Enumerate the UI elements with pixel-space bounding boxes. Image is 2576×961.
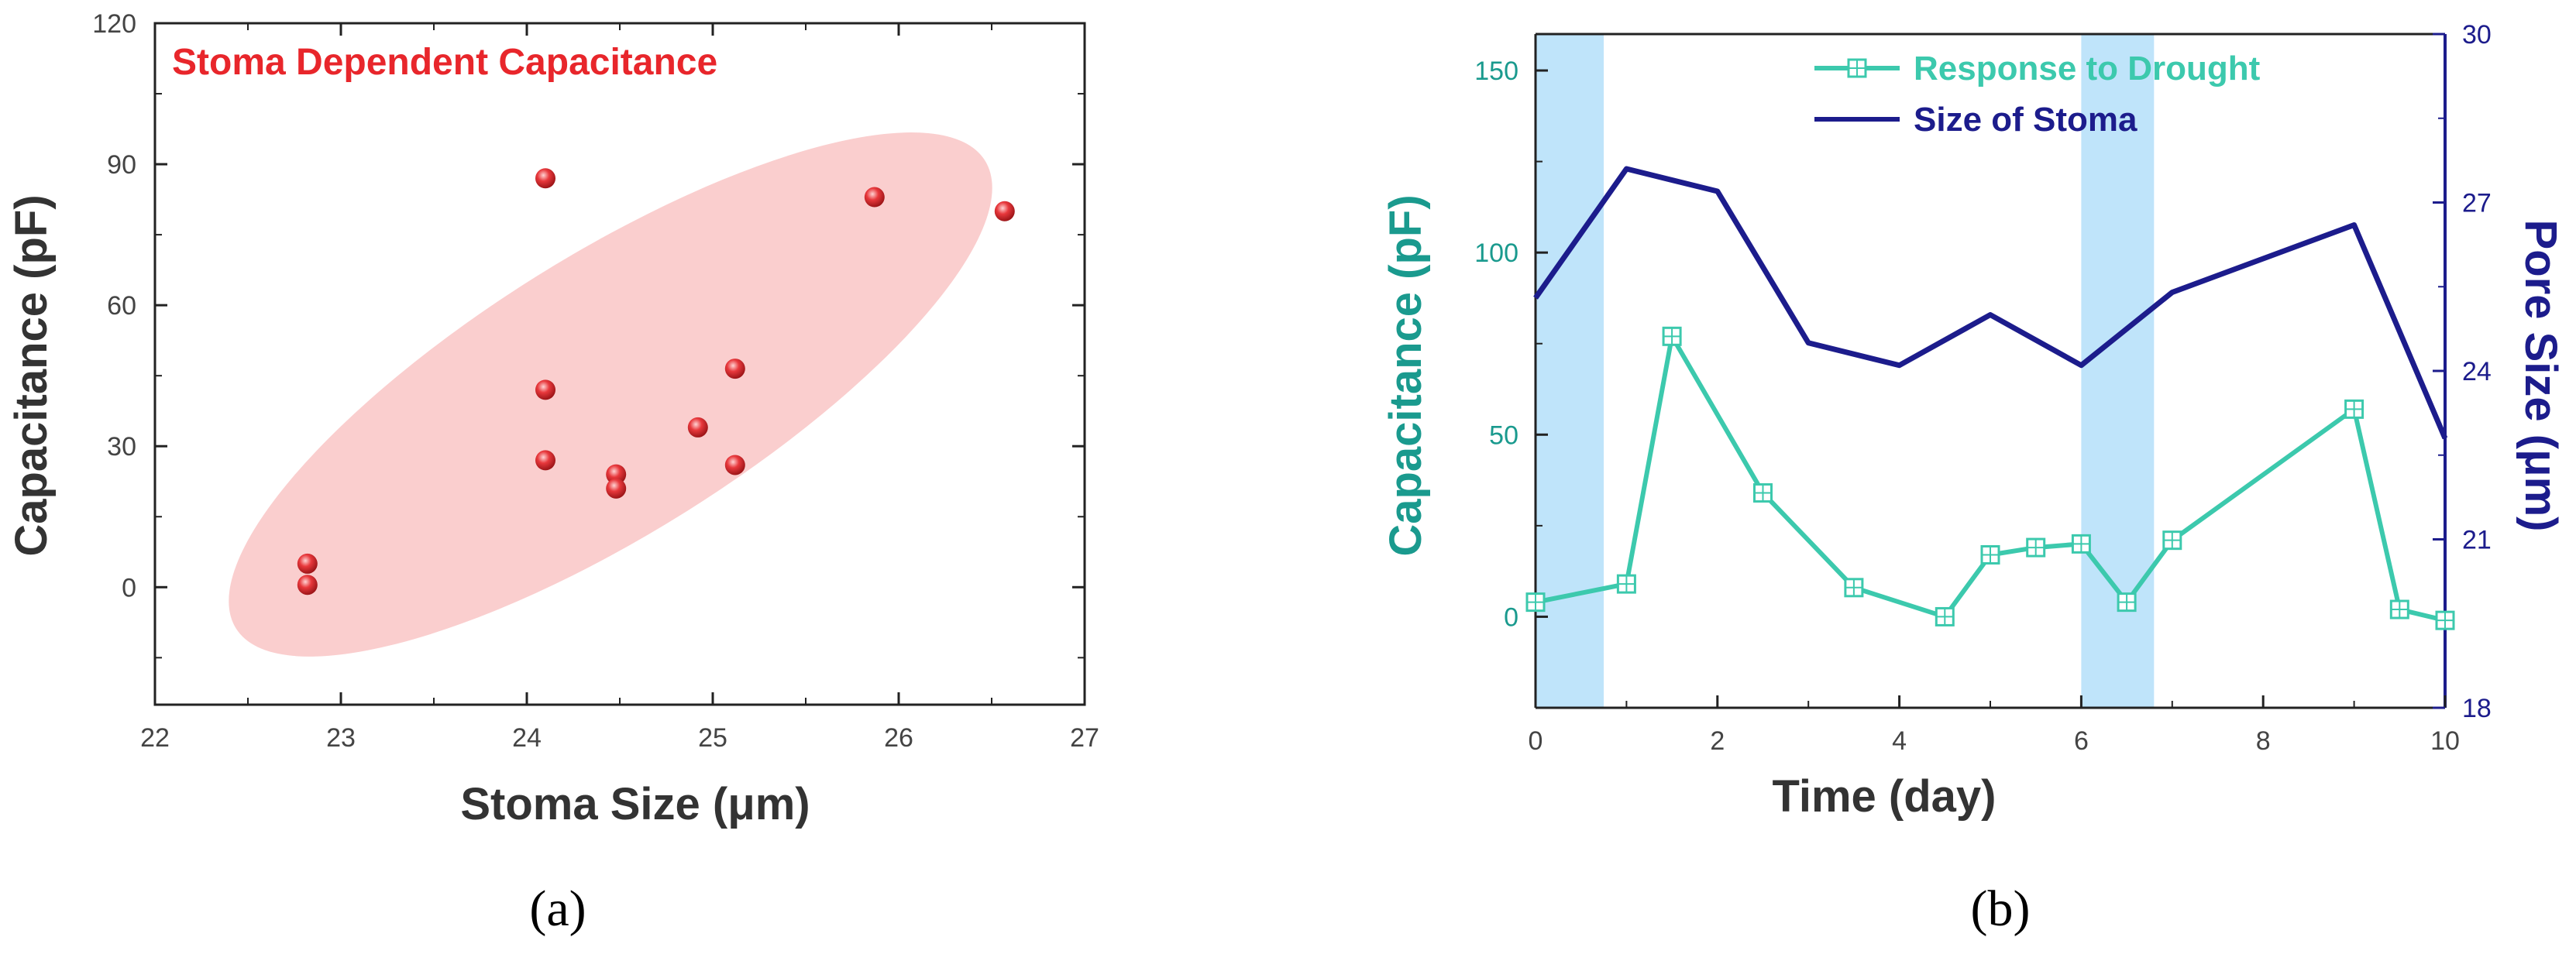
data-marker-cross	[1663, 328, 1681, 345]
x-tick-label: 0	[1529, 726, 1543, 756]
data-marker-cross	[1982, 546, 1999, 564]
scatter-point	[535, 450, 555, 471]
y-tick-label: 30	[107, 432, 136, 462]
scatter-point	[606, 478, 627, 499]
left-y-tick-label: 100	[1474, 239, 1518, 268]
data-marker-cross	[1527, 593, 1544, 611]
chart-a-x-axis-title: Stoma Size (μm)	[460, 779, 810, 829]
series-line-size-of-stoma	[1533, 166, 2448, 440]
x-tick-label: 10	[2430, 726, 2460, 756]
scatter-point	[724, 455, 745, 475]
right-y-tick-label: 18	[2462, 694, 2492, 723]
shaded-region	[1536, 34, 1604, 708]
data-marker-cross	[1754, 484, 1772, 502]
x-tick-label: 2	[1710, 726, 1725, 756]
scatter-point	[864, 187, 885, 208]
y-tick-label: 90	[107, 150, 136, 180]
scatter-point	[687, 417, 708, 438]
left-y-tick-label: 0	[1504, 602, 1518, 632]
data-marker-cross	[1845, 578, 1862, 596]
legend-label-size-of-stoma: Size of Stoma	[1914, 101, 2137, 139]
data-marker-cross	[2345, 400, 2363, 418]
scatter-point	[535, 168, 555, 189]
x-tick-label: 6	[2074, 726, 2089, 756]
right-y-tick-label: 30	[2462, 20, 2492, 50]
data-marker-cross	[2391, 601, 2409, 619]
chart-a-title: Stoma Dependent Capacitance	[172, 42, 717, 83]
data-marker-cross	[2163, 531, 2181, 549]
chart-a-y-axis-title: Capacitance (pF)	[6, 194, 57, 556]
confidence-ellipse	[229, 132, 992, 657]
chart-b-background	[1288, 0, 2576, 961]
x-tick-label: 27	[1070, 723, 1099, 753]
y-tick-label: 0	[122, 573, 136, 602]
left-y-tick-label: 50	[1489, 420, 1518, 450]
chart-a-plot-area: 22 23 24 25 26 27 0 30 60 90 120	[92, 9, 1099, 753]
legend-marker-cross	[1849, 60, 1866, 77]
x-tick-label: 22	[140, 723, 170, 753]
data-marker-cross	[1936, 608, 1954, 626]
x-tick-label: 24	[512, 723, 542, 753]
scatter-chart-stoma-capacitance: 22 23 24 25 26 27 0 30 60 90 120 Stoma Size (μm) C…	[6, 9, 1099, 937]
left-y-tick-label: 150	[1474, 57, 1518, 86]
y-tick-label: 120	[92, 9, 136, 39]
y-tick-label: 60	[107, 291, 136, 321]
x-tick-label: 8	[2256, 726, 2271, 756]
scatter-point	[724, 359, 745, 379]
series-line-response-to-drought	[1535, 334, 2446, 623]
x-tick-label: 25	[698, 723, 727, 753]
legend-label-response-to-drought: Response to Drought	[1914, 50, 2261, 88]
x-tick-label: 4	[1892, 726, 1907, 756]
data-marker-cross	[2027, 539, 2045, 557]
scatter-point	[297, 575, 318, 595]
right-y-tick-label: 27	[2462, 189, 2492, 218]
scatter-point	[994, 201, 1015, 221]
data-marker-cross	[2118, 593, 2136, 611]
scatter-point	[535, 379, 555, 400]
x-tick-label: 26	[884, 723, 913, 753]
right-y-tick-label: 24	[2462, 357, 2492, 386]
chart-b-left-axis-title: Capacitance (pF)	[1381, 194, 1431, 556]
chart-a-caption: (a)	[529, 880, 586, 937]
chart-b-x-axis-title: Time (day)	[1772, 771, 1996, 822]
right-y-tick-label: 21	[2462, 526, 2492, 555]
chart-b-right-axis-title: Pore Size (μm)	[2516, 220, 2566, 532]
chart-b-caption: (b)	[1971, 880, 2031, 937]
data-marker-cross	[1618, 575, 1635, 593]
scatter-point	[297, 553, 318, 574]
data-marker-cross	[2437, 612, 2454, 630]
scatter-point	[606, 464, 627, 485]
data-marker-cross	[2072, 535, 2090, 553]
x-tick-label: 23	[326, 723, 356, 753]
